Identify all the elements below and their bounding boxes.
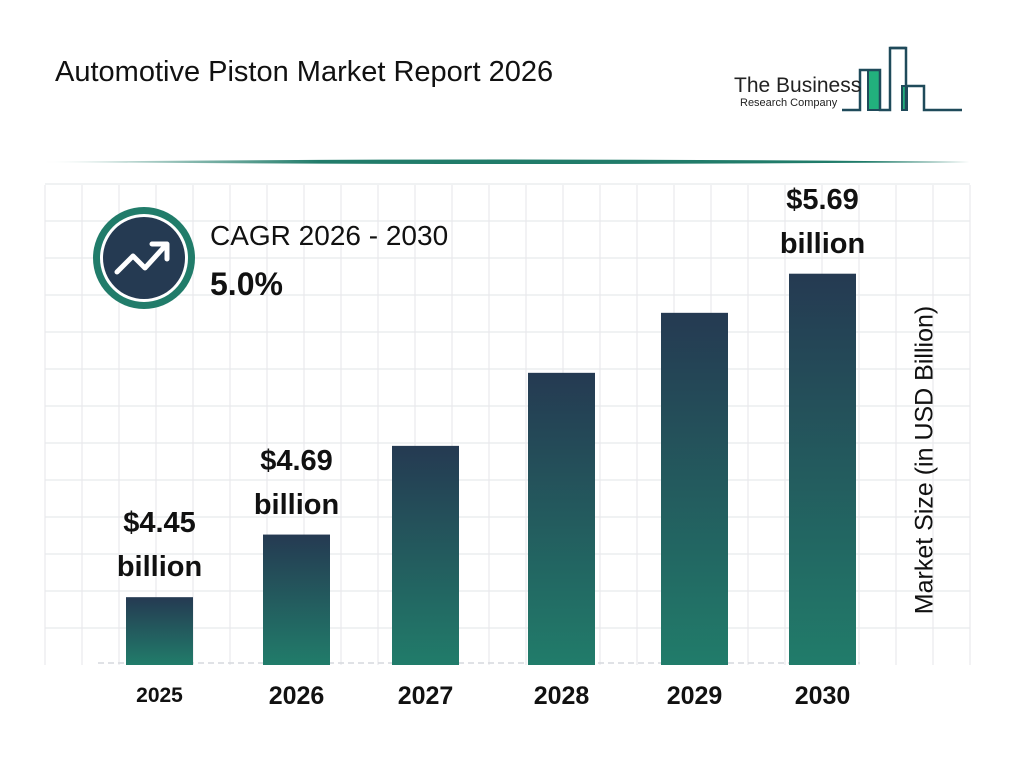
data-label-unit: billion [253,488,340,521]
bar-2029 [661,312,728,665]
logo-text-line1: The Business [734,74,862,97]
bar-2028 [528,372,595,665]
data-label-value: $5.69 [786,183,859,216]
x-tick-label: 2027 [397,682,454,710]
logo-text-line2: Research Company [740,97,838,109]
x-tick-label: 2026 [268,682,325,710]
y-axis-label: Market Size (in USD Billion) [910,305,939,615]
cagr-value: 5.0% [210,266,283,302]
page-title: Automotive Piston Market Report 2026 [55,56,554,88]
company-logo: The Business Research Company [730,44,965,116]
x-tick-label: 2025 [136,684,183,707]
header-divider [40,159,970,164]
bar-2030 [789,273,856,665]
logo-buildings-icon [842,46,962,112]
cagr-badge [93,207,195,309]
bar-2026 [263,534,330,665]
cagr-label: CAGR 2026 - 2030 [210,220,449,251]
x-tick-label: 2029 [666,682,723,710]
x-tick-label: 2028 [533,682,590,710]
data-label-value: $4.69 [260,444,333,477]
data-label-unit: billion [779,227,866,260]
bar-2025 [126,597,193,665]
bar-2027 [392,445,459,665]
x-tick-label: 2030 [794,682,851,710]
data-label: $4.45 billion [90,501,230,589]
data-label-value: $4.45 [123,507,196,540]
data-label: $5.69 billion [753,178,893,266]
data-label-unit: billion [116,551,203,584]
trending-up-icon [114,241,170,275]
data-label: $4.69 billion [227,439,367,527]
